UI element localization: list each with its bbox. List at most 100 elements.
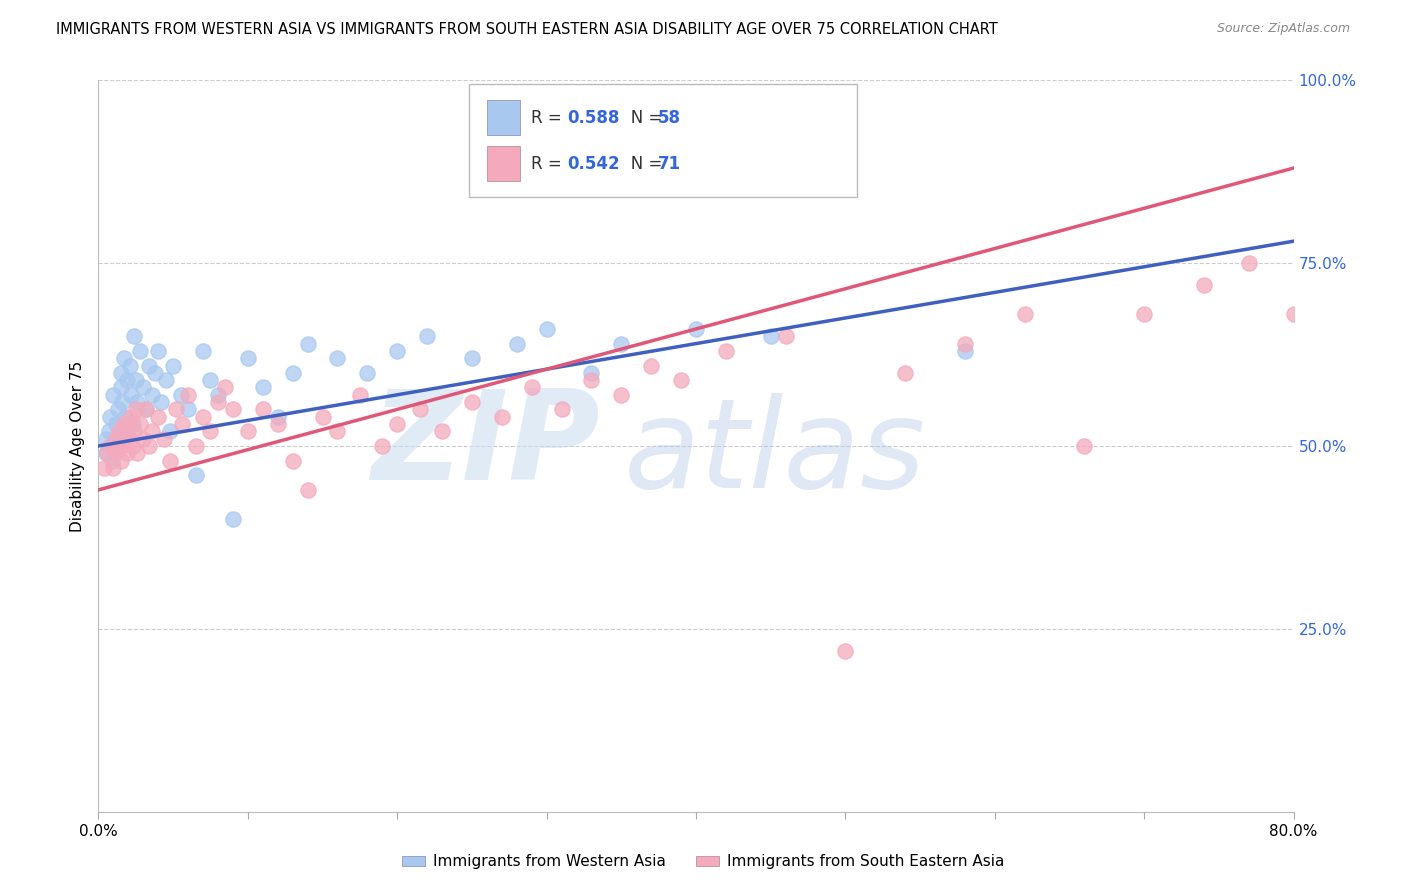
Point: [177, 388, 200, 402]
Point: [191, 409, 214, 424]
Point: [1282, 307, 1305, 321]
Text: 0.588: 0.588: [567, 109, 619, 127]
Point: [121, 439, 143, 453]
Point: [159, 425, 181, 439]
Point: [461, 351, 484, 366]
Point: [107, 439, 129, 453]
Point: [184, 468, 207, 483]
Point: [141, 425, 163, 439]
Point: [326, 425, 349, 439]
Point: [408, 402, 430, 417]
Text: R =: R =: [531, 154, 567, 173]
Point: [581, 366, 603, 380]
Point: [112, 417, 135, 431]
Point: [132, 432, 155, 446]
Point: [127, 446, 149, 460]
Text: ZIP: ZIP: [371, 385, 600, 507]
Point: [172, 417, 194, 431]
Text: 71: 71: [658, 154, 681, 173]
Point: [356, 366, 378, 380]
Point: [894, 366, 917, 380]
Point: [138, 359, 160, 373]
Point: [685, 322, 707, 336]
Point: [108, 432, 131, 446]
Point: [98, 409, 122, 424]
Point: [385, 343, 409, 358]
Point: [105, 417, 128, 431]
Point: [669, 373, 692, 387]
Point: [1402, 132, 1406, 146]
Point: [120, 388, 142, 402]
Point: [103, 461, 125, 475]
Point: [107, 402, 129, 417]
Point: [94, 446, 117, 460]
Point: [252, 380, 274, 394]
Point: [111, 395, 134, 409]
Point: [110, 366, 132, 380]
Point: [385, 417, 409, 431]
Point: [1312, 219, 1334, 234]
Point: [491, 409, 513, 424]
Point: [165, 402, 187, 417]
Point: [536, 322, 558, 336]
Point: [135, 402, 157, 417]
Point: [236, 425, 259, 439]
Point: [610, 336, 633, 351]
Point: [159, 453, 181, 467]
Point: [236, 351, 259, 366]
Text: R =: R =: [531, 109, 567, 127]
Point: [267, 409, 290, 424]
Point: [104, 446, 127, 460]
Point: [112, 351, 135, 366]
Point: [311, 409, 333, 424]
Point: [135, 402, 157, 417]
Point: [118, 432, 141, 446]
Point: [138, 439, 160, 453]
Point: [252, 402, 274, 417]
Text: 0.542: 0.542: [567, 154, 620, 173]
Point: [349, 388, 371, 402]
Point: [207, 388, 229, 402]
Point: [132, 380, 155, 394]
Point: [177, 402, 200, 417]
Point: [94, 432, 117, 446]
Point: [114, 432, 136, 446]
Point: [1237, 256, 1260, 270]
Point: [129, 343, 152, 358]
Point: [1357, 161, 1379, 175]
Point: [1073, 439, 1095, 453]
Point: [371, 439, 394, 453]
Point: [200, 373, 222, 387]
Point: [640, 359, 662, 373]
Text: N =: N =: [614, 109, 668, 127]
Point: [1133, 307, 1156, 321]
Point: [184, 439, 207, 453]
Point: [714, 343, 737, 358]
Point: [267, 417, 290, 431]
Point: [105, 432, 128, 446]
Text: atlas: atlas: [624, 392, 927, 514]
Point: [191, 343, 214, 358]
Point: [124, 425, 146, 439]
Point: [610, 388, 633, 402]
Point: [129, 417, 152, 431]
Point: [127, 395, 149, 409]
Point: [98, 439, 122, 453]
Point: [297, 483, 319, 497]
Point: [148, 409, 170, 424]
Point: [162, 359, 184, 373]
Point: [97, 425, 120, 439]
Point: [520, 380, 543, 394]
Point: [110, 380, 132, 394]
Point: [153, 432, 176, 446]
Point: [124, 329, 146, 343]
Point: [550, 402, 572, 417]
Point: [125, 373, 148, 387]
Point: [430, 425, 453, 439]
Point: [222, 402, 245, 417]
Point: [141, 388, 163, 402]
Point: [101, 453, 124, 467]
Point: [117, 425, 139, 439]
Point: [115, 446, 138, 460]
Point: [118, 359, 141, 373]
